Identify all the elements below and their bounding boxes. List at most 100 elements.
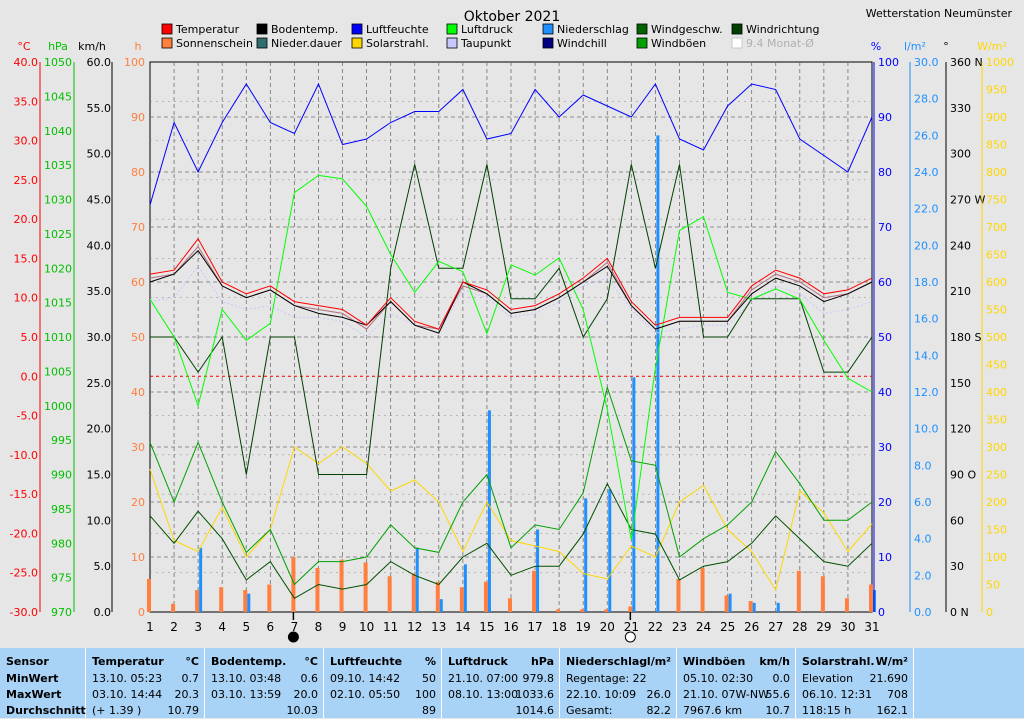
tick-label-wind_kmh: 35.0 [87, 285, 112, 298]
tick-label-temp_c: -20.0 [10, 527, 38, 540]
sunshine-bar [435, 581, 440, 612]
tick-label-humidity_pct: 30 [878, 441, 892, 454]
tick-label-sunshine_h: 80 [131, 166, 145, 179]
tick-label-humidity_pct: 50 [878, 331, 892, 344]
x-tick-label: 1 [146, 620, 154, 634]
stats-block-solarstrahl: Solarstrahl. W/m² Elevation 21.690 06.10. 12… [796, 648, 914, 718]
tick-label-wind_kmh: 25.0 [87, 377, 112, 390]
tick-label-humidity_pct: 100 [878, 56, 899, 69]
rain-bar [247, 593, 251, 612]
stats-row-value: 162.1 [876, 704, 909, 717]
x-tick-label: 13 [431, 620, 446, 634]
tick-label-temp_c: -15.0 [10, 488, 38, 501]
tick-label-sunshine_h: 0 [138, 606, 145, 619]
tick-label-wind_kmh: 40.0 [87, 239, 112, 252]
legend-label: Windrichtung [746, 23, 819, 36]
stats-row-value: 89 [422, 704, 436, 717]
tick-label-wind_dir_deg: 270 W [950, 194, 985, 207]
tick-label-solar_wm2: 0 [986, 606, 993, 619]
stats-block-luftfeuchte: Luftfeuchte% 09.10. 14:42 50 02.10. 05:50 10… [324, 648, 442, 718]
sunshine-bar [459, 587, 464, 612]
tick-label-temp_c: -10.0 [10, 449, 38, 462]
stats-row-value: 979.8 [522, 672, 555, 685]
x-tick-label: 6 [267, 620, 275, 634]
stats-filler [914, 648, 1024, 718]
tick-label-solar_wm2: 800 [986, 166, 1007, 179]
tick-label-temp_c: 30.0 [14, 135, 39, 148]
tick-label-temp_c: 15.0 [14, 252, 39, 265]
stats-row-value: 1014.6 [515, 704, 555, 717]
sunshine-bar [604, 609, 609, 612]
axis-unit-humidity_pct: % [871, 40, 881, 53]
stats-row: 10.03 [211, 704, 319, 719]
tick-label-humidity_pct: 60 [878, 276, 892, 289]
stats-header: Solarstrahl. [802, 655, 875, 668]
tick-label-rain_lm2: 18.0 [914, 276, 939, 289]
statistics-panel: Sensor MinWert MaxWert Durchschnitt Temperat… [0, 647, 1024, 718]
stats-row: 7967.6 km 10.7 [683, 704, 790, 719]
sunshine-bar [267, 584, 272, 612]
stats-row-value: 26.0 [646, 688, 672, 701]
x-tick-label: 25 [720, 620, 735, 634]
tick-label-rain_lm2: 20.0 [914, 239, 939, 252]
tick-label-pressure_hpa: 975 [51, 572, 72, 585]
tick-label-wind_dir_deg: 240 [950, 239, 971, 252]
x-tick-label: 14 [455, 620, 470, 634]
tick-label-temp_c: -25.0 [10, 567, 38, 580]
stats-row: 89 [330, 704, 436, 719]
legend-swatch [351, 23, 363, 35]
moon-phase-markers [287, 612, 636, 643]
stats-row: (+ 1.39 ) 10.79 [92, 704, 199, 719]
x-tick-label: 8 [315, 620, 323, 634]
stats-row: Elevation 21.690 [802, 672, 908, 687]
series-line-luftdruck [149, 174, 873, 540]
series-line-temperatur [149, 237, 873, 330]
tick-label-pressure_hpa: 1000 [44, 400, 72, 413]
tick-label-humidity_pct: 90 [878, 111, 892, 124]
tick-label-humidity_pct: 0 [878, 606, 885, 619]
stats-block-windben: Windböen km/h 05.10. 02:30 0.0 21.10. 07W-NW… [677, 648, 796, 718]
tick-label-temp_c: -5.0 [17, 410, 38, 423]
rain-bar [656, 135, 660, 613]
x-tick-label: 4 [218, 620, 226, 634]
rain-bar [439, 599, 443, 612]
stats-unit: % [424, 655, 436, 668]
tick-label-pressure_hpa: 1030 [44, 194, 72, 207]
legend-label: 9.4 Monat-Ø [746, 37, 814, 50]
tick-label-wind_dir_deg: 120 [950, 423, 971, 436]
legend-label: Luftdruck [461, 23, 513, 36]
axis-unit-wind_kmh: km/h [78, 40, 106, 53]
tick-label-pressure_hpa: 1045 [44, 90, 72, 103]
legend-swatch [636, 23, 648, 35]
rain-bar [487, 410, 491, 612]
sunshine-bar [243, 590, 248, 612]
tick-label-wind_kmh: 55.0 [87, 102, 112, 115]
tick-label-wind_dir_deg: 360 N [950, 56, 983, 69]
tick-label-humidity_pct: 80 [878, 166, 892, 179]
x-tick-label: 2 [170, 620, 178, 634]
stats-sensor-column: Sensor MinWert MaxWert Durchschnitt [0, 648, 86, 718]
sunshine-bar [532, 570, 537, 612]
stats-row-value: 20.3 [174, 688, 200, 701]
rain-bar [536, 529, 540, 612]
x-tick-label: 17 [527, 620, 542, 634]
tick-label-solar_wm2: 1000 [986, 56, 1014, 69]
rain-bar [752, 602, 756, 612]
stats-row-value: 50 [422, 672, 436, 685]
axis-unit-temp_c: °C [17, 40, 31, 53]
legend-label: Bodentemp. [271, 23, 338, 36]
legend-swatch [731, 23, 743, 35]
x-tick-label: 3 [194, 620, 202, 634]
stats-row: 21.10. 07:00 979.8 [448, 672, 554, 687]
tick-label-solar_wm2: 250 [986, 469, 1007, 482]
tick-label-wind_kmh: 0.0 [94, 606, 112, 619]
tick-label-rain_lm2: 10.0 [914, 423, 939, 436]
legend-swatch [351, 37, 363, 49]
rain-bar [199, 547, 203, 612]
tick-label-wind_dir_deg: 60 [950, 514, 964, 527]
legend-swatch [161, 37, 173, 49]
sunshine-bar [676, 579, 681, 612]
stats-row: 13.10. 03:48 0.6 [211, 672, 318, 687]
tick-label-wind_kmh: 10.0 [87, 514, 112, 527]
tick-label-pressure_hpa: 990 [51, 469, 72, 482]
